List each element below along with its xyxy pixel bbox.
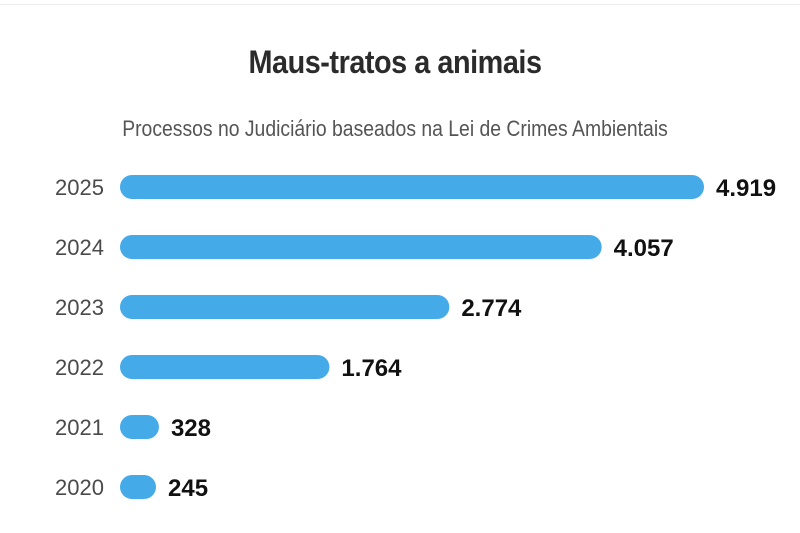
category-label: 2020 bbox=[55, 475, 104, 500]
bar bbox=[120, 475, 156, 499]
value-label: 1.764 bbox=[341, 355, 402, 382]
bar bbox=[120, 295, 450, 319]
bar bbox=[120, 175, 704, 199]
value-label: 245 bbox=[168, 475, 208, 502]
category-label: 2025 bbox=[55, 175, 104, 200]
bar bbox=[120, 415, 159, 439]
category-label: 2024 bbox=[55, 235, 104, 260]
category-label: 2022 bbox=[55, 355, 104, 380]
value-label: 4.057 bbox=[614, 235, 674, 262]
bar bbox=[120, 355, 330, 379]
chart-subtitle: Processos no Judiciário baseados na Lei … bbox=[122, 116, 668, 141]
category-label: 2021 bbox=[55, 415, 104, 440]
bar bbox=[120, 235, 602, 259]
value-label: 2.774 bbox=[461, 295, 522, 322]
top-divider bbox=[0, 4, 800, 5]
value-label: 328 bbox=[171, 415, 211, 442]
chart-title: Maus-tratos a animais bbox=[248, 44, 542, 80]
category-label: 2023 bbox=[55, 295, 104, 320]
value-label: 4.919 bbox=[716, 175, 776, 202]
